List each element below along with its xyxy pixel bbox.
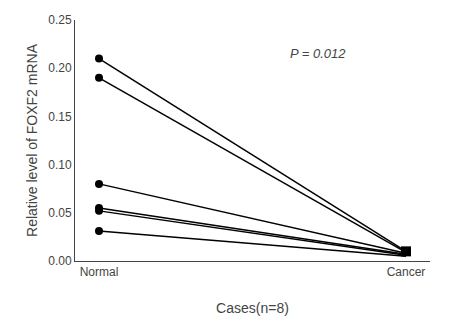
svg-text:Cases(n=8): Cases(n=8) [216,300,289,316]
svg-text:Normal: Normal [80,265,119,279]
svg-text:0.00: 0.00 [48,254,72,268]
svg-text:0.25: 0.25 [48,13,72,27]
svg-text:0.15: 0.15 [48,110,72,124]
svg-text:0.10: 0.10 [48,158,72,172]
svg-text:Relative level of FOXF2 mRNA: Relative level of FOXF2 mRNA [24,43,40,237]
svg-text:P = 0.012: P = 0.012 [290,46,346,61]
svg-text:0.05: 0.05 [48,206,72,220]
svg-text:Cancer: Cancer [387,265,426,279]
svg-text:0.20: 0.20 [48,61,72,75]
